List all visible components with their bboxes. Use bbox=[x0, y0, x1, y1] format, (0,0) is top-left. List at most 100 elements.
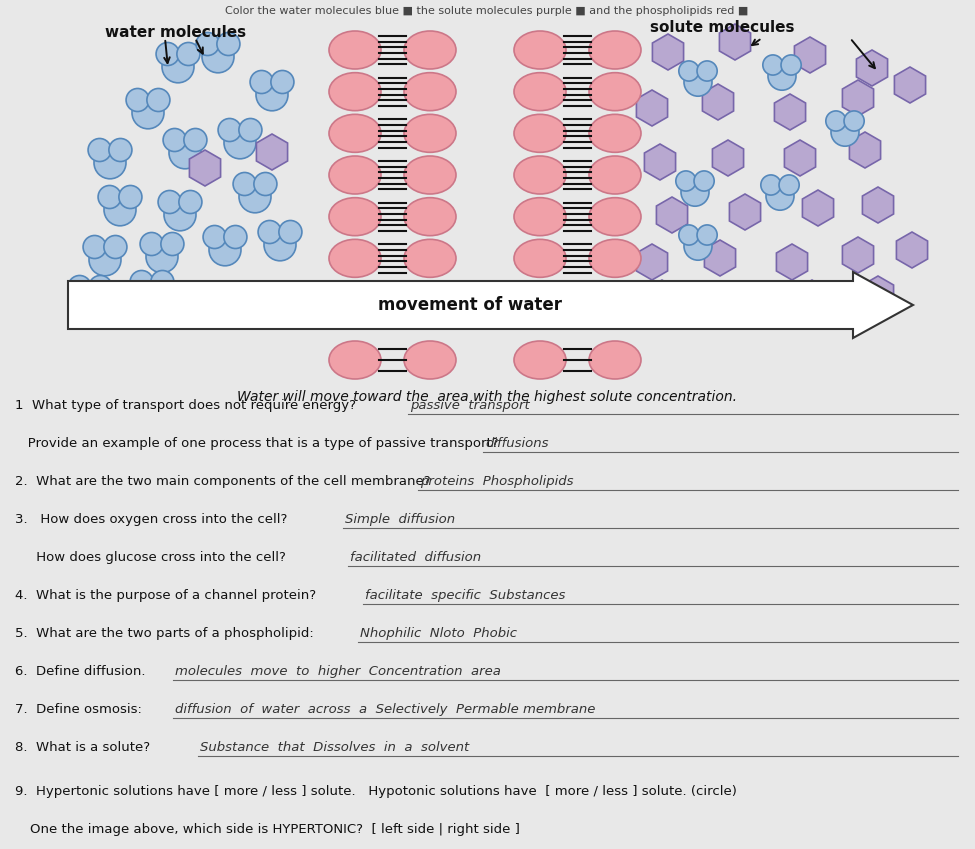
Circle shape bbox=[844, 111, 864, 131]
Circle shape bbox=[831, 118, 859, 146]
Circle shape bbox=[768, 62, 796, 90]
Circle shape bbox=[224, 127, 256, 159]
Circle shape bbox=[684, 232, 712, 260]
Circle shape bbox=[679, 61, 699, 82]
Circle shape bbox=[146, 241, 178, 273]
Text: Substance  that  Dissolves  in  a  solvent: Substance that Dissolves in a solvent bbox=[200, 741, 469, 754]
Ellipse shape bbox=[589, 115, 641, 152]
Polygon shape bbox=[722, 284, 754, 320]
Polygon shape bbox=[802, 190, 834, 226]
Polygon shape bbox=[894, 67, 925, 103]
Text: One the image above, which side is HYPERTONIC?  [ left side | right side ]: One the image above, which side is HYPER… bbox=[30, 823, 520, 836]
Text: diffusion  of  water  across  a  Selectively  Permable membrane: diffusion of water across a Selectively … bbox=[175, 703, 596, 716]
Ellipse shape bbox=[589, 156, 641, 194]
Polygon shape bbox=[856, 50, 887, 86]
Text: molecules  move  to  higher  Concentration  area: molecules move to higher Concentration a… bbox=[175, 665, 501, 678]
Circle shape bbox=[258, 221, 281, 244]
Ellipse shape bbox=[514, 156, 566, 194]
Circle shape bbox=[178, 190, 202, 213]
Circle shape bbox=[196, 32, 219, 55]
Text: water molecules: water molecules bbox=[105, 25, 246, 40]
Text: 6.  Define diffusion.: 6. Define diffusion. bbox=[15, 665, 145, 678]
Circle shape bbox=[684, 68, 712, 96]
Ellipse shape bbox=[404, 31, 456, 69]
Circle shape bbox=[147, 88, 170, 111]
Circle shape bbox=[256, 79, 288, 111]
Ellipse shape bbox=[329, 341, 381, 379]
Circle shape bbox=[209, 233, 241, 266]
Ellipse shape bbox=[404, 281, 456, 319]
Ellipse shape bbox=[329, 198, 381, 236]
Ellipse shape bbox=[589, 31, 641, 69]
Polygon shape bbox=[702, 84, 733, 120]
Circle shape bbox=[89, 244, 121, 276]
Circle shape bbox=[697, 61, 718, 82]
Text: Color the water molecules blue ■ the solute molecules purple ■ and the phospholi: Color the water molecules blue ■ the sol… bbox=[225, 6, 749, 16]
Circle shape bbox=[136, 278, 168, 311]
Circle shape bbox=[163, 128, 186, 151]
Circle shape bbox=[151, 271, 174, 294]
Text: 9.  Hypertonic solutions have [ more / less ] solute.   Hypotonic solutions have: 9. Hypertonic solutions have [ more / le… bbox=[15, 785, 737, 798]
Circle shape bbox=[264, 228, 296, 261]
Circle shape bbox=[202, 41, 234, 73]
Text: 5.  What are the two parts of a phospholipid:: 5. What are the two parts of a phospholi… bbox=[15, 627, 314, 640]
Ellipse shape bbox=[514, 341, 566, 379]
Text: diffusions: diffusions bbox=[485, 437, 549, 450]
Text: Provide an example of one process that is a type of passive transport?: Provide an example of one process that i… bbox=[15, 437, 498, 450]
Ellipse shape bbox=[514, 31, 566, 69]
Text: How does glucose cross into the cell?: How does glucose cross into the cell? bbox=[15, 551, 286, 564]
Text: Nhophilic  Nloto  Phobic: Nhophilic Nloto Phobic bbox=[360, 627, 517, 640]
Ellipse shape bbox=[404, 239, 456, 278]
Polygon shape bbox=[652, 34, 683, 70]
Circle shape bbox=[679, 225, 699, 245]
Polygon shape bbox=[863, 276, 894, 312]
Circle shape bbox=[83, 235, 106, 258]
Polygon shape bbox=[256, 134, 288, 170]
Text: 4.  What is the purpose of a channel protein?: 4. What is the purpose of a channel prot… bbox=[15, 589, 316, 602]
Circle shape bbox=[694, 171, 714, 191]
Circle shape bbox=[88, 138, 111, 161]
Circle shape bbox=[104, 235, 127, 258]
Circle shape bbox=[176, 42, 200, 65]
Polygon shape bbox=[713, 140, 744, 176]
Circle shape bbox=[781, 55, 801, 75]
Polygon shape bbox=[863, 187, 894, 223]
Ellipse shape bbox=[589, 341, 641, 379]
Polygon shape bbox=[189, 150, 220, 186]
FancyArrow shape bbox=[68, 272, 913, 338]
Polygon shape bbox=[704, 240, 735, 276]
Ellipse shape bbox=[514, 281, 566, 319]
Circle shape bbox=[826, 111, 846, 131]
Circle shape bbox=[162, 51, 194, 83]
Circle shape bbox=[239, 119, 262, 142]
Circle shape bbox=[132, 97, 164, 129]
Polygon shape bbox=[842, 80, 874, 116]
Polygon shape bbox=[646, 280, 678, 316]
Circle shape bbox=[169, 137, 201, 169]
Text: 2.  What are the two main components of the cell membrane?: 2. What are the two main components of t… bbox=[15, 475, 431, 488]
Text: 3.   How does oxygen cross into the cell?: 3. How does oxygen cross into the cell? bbox=[15, 513, 288, 526]
Circle shape bbox=[130, 271, 153, 294]
Circle shape bbox=[250, 70, 273, 93]
Circle shape bbox=[74, 284, 106, 316]
Ellipse shape bbox=[329, 31, 381, 69]
Polygon shape bbox=[720, 24, 751, 60]
Ellipse shape bbox=[329, 239, 381, 278]
Polygon shape bbox=[849, 132, 880, 168]
Circle shape bbox=[218, 119, 241, 142]
Ellipse shape bbox=[404, 156, 456, 194]
Ellipse shape bbox=[589, 239, 641, 278]
Circle shape bbox=[766, 183, 794, 211]
Polygon shape bbox=[795, 37, 826, 73]
Polygon shape bbox=[774, 94, 805, 130]
Circle shape bbox=[89, 275, 112, 299]
Circle shape bbox=[161, 233, 184, 256]
Text: facilitated  diffusion: facilitated diffusion bbox=[350, 551, 481, 564]
Polygon shape bbox=[896, 232, 927, 268]
Circle shape bbox=[98, 185, 121, 209]
Polygon shape bbox=[842, 237, 874, 273]
Text: passive  transport: passive transport bbox=[410, 399, 529, 412]
Ellipse shape bbox=[404, 115, 456, 152]
Text: Water will move toward the  area with the highest solute concentration.: Water will move toward the area with the… bbox=[237, 390, 737, 404]
Ellipse shape bbox=[329, 115, 381, 152]
